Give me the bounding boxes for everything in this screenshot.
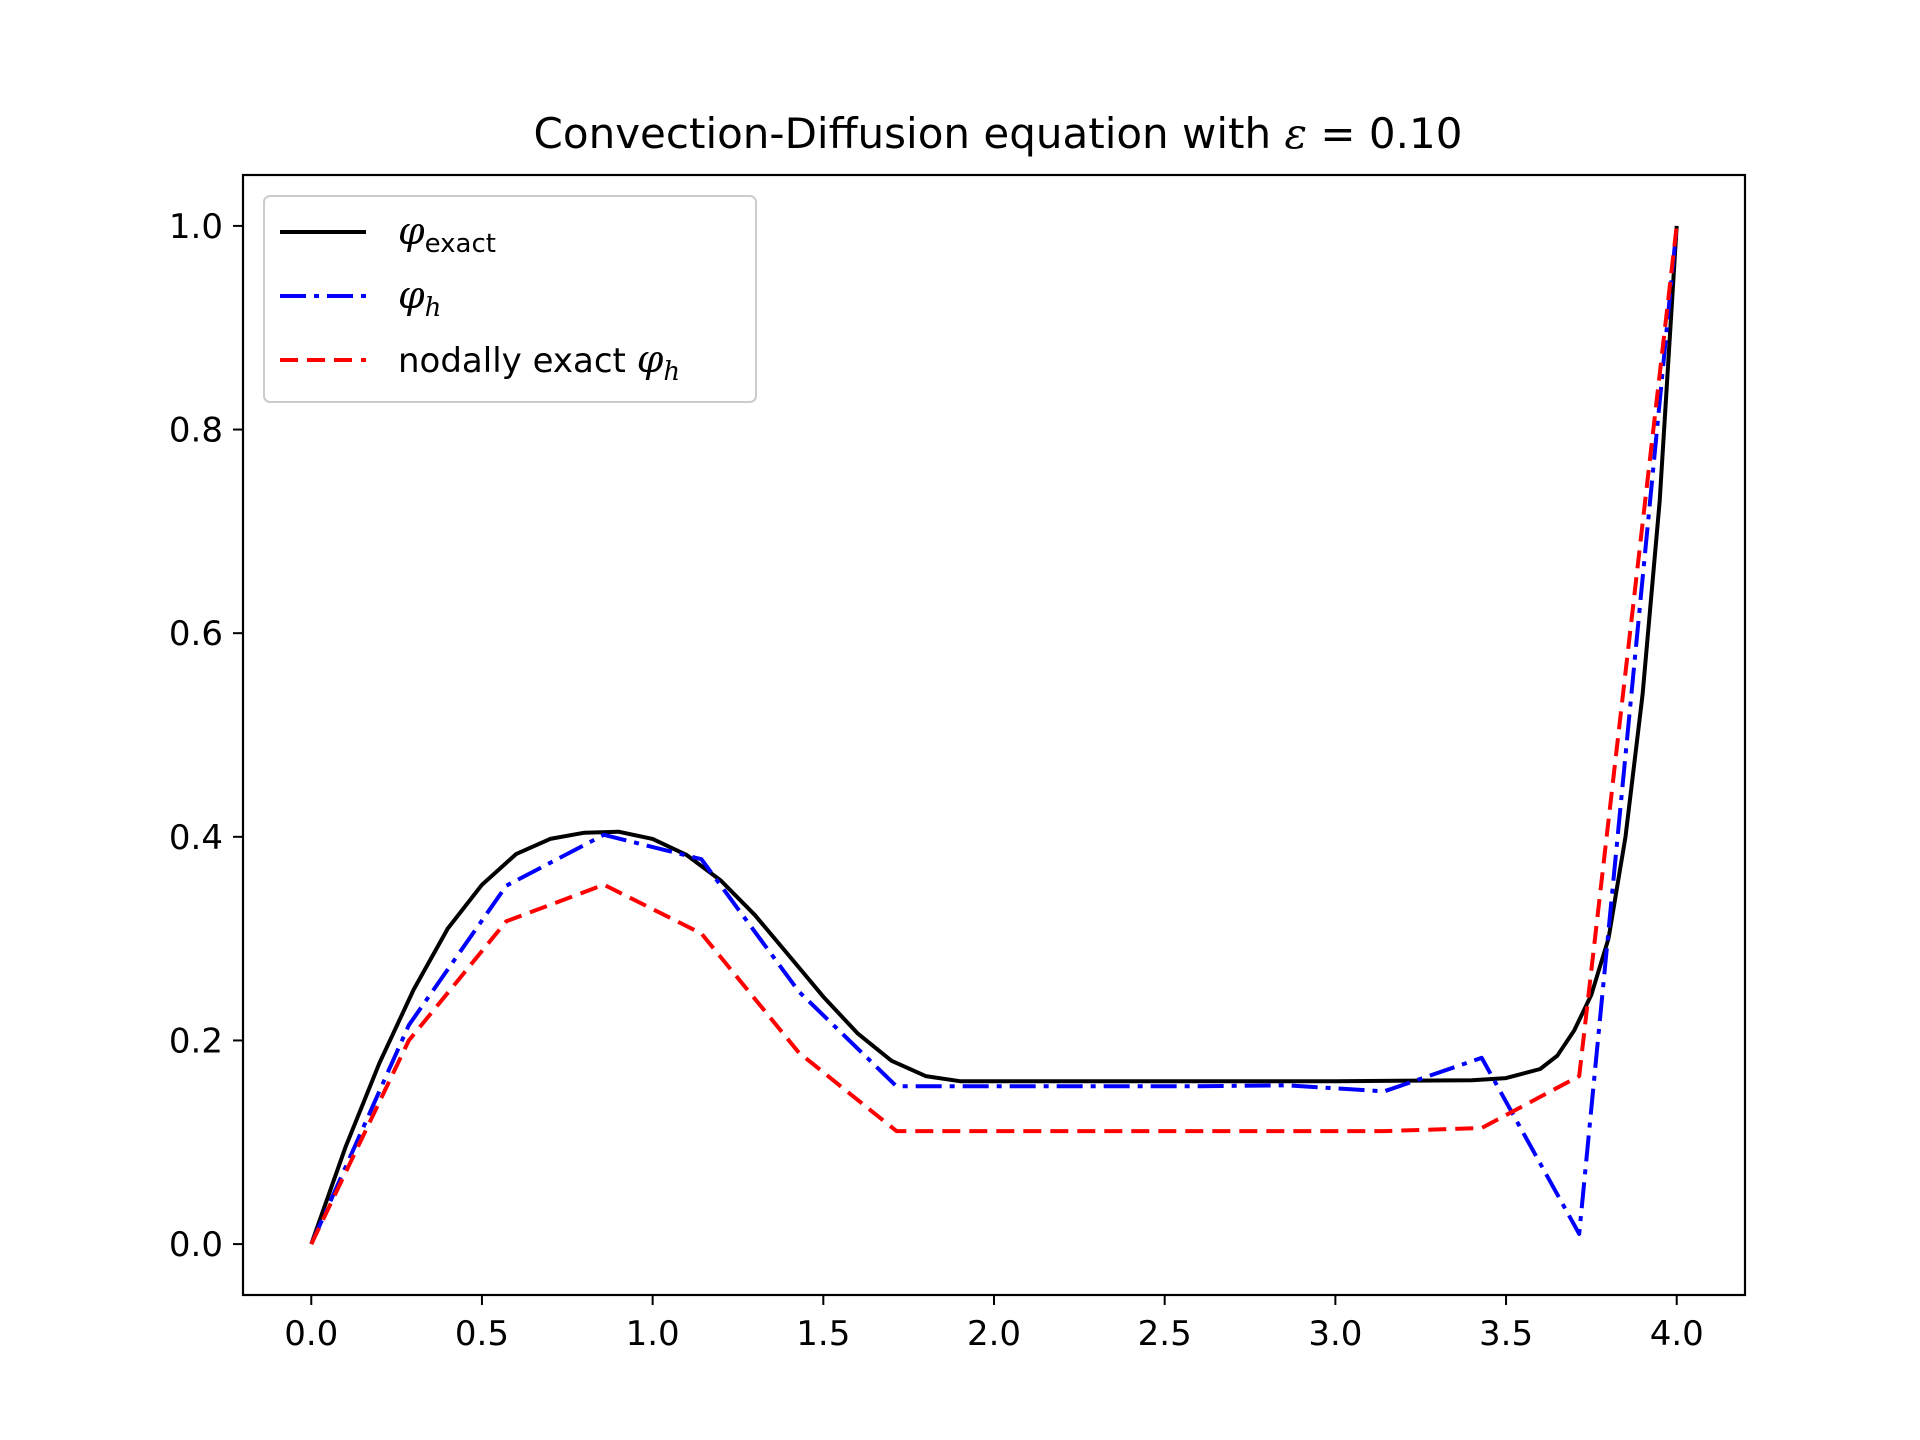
legend-box <box>263 195 757 403</box>
x-tick-label: 2.5 <box>1138 1314 1192 1354</box>
y-tick-label: 0.8 <box>169 411 223 451</box>
legend: φexact φh nodally exact φh <box>263 195 757 403</box>
y-tick-label: 0.2 <box>169 1021 223 1061</box>
x-tick-label: 1.5 <box>796 1314 850 1354</box>
legend-label-1: φh <box>398 273 441 323</box>
x-tick-label: 0.5 <box>455 1314 509 1354</box>
axis-ticks: 0.0 0.5 1.0 1.5 2.0 2.5 3.0 3.5 4.0 0.0 0.2 0.4 0.6 0… <box>169 207 1704 1354</box>
legend-label-2: nodally exact φh <box>398 337 680 387</box>
x-tick-label: 3.0 <box>1308 1314 1362 1354</box>
series-line-0 <box>309 225 1679 1245</box>
series-layer <box>309 225 1679 1245</box>
x-tick-label: 3.5 <box>1479 1314 1533 1354</box>
legend-label-0: φexact <box>398 209 496 259</box>
y-tick-label: 0.0 <box>169 1225 223 1265</box>
y-tick-label: 1.0 <box>169 207 223 247</box>
x-tick-label: 4.0 <box>1650 1314 1704 1354</box>
chart-title: Convection-Diffusion equation with ε = 0… <box>534 109 1463 158</box>
series-line-1 <box>309 225 1679 1245</box>
y-tick-label: 0.4 <box>169 818 223 858</box>
y-tick-label: 0.6 <box>169 614 223 654</box>
x-tick-label: 0.0 <box>284 1314 338 1354</box>
x-tick-label: 1.0 <box>626 1314 680 1354</box>
series-line-2 <box>309 225 1679 1245</box>
x-tick-label: 2.0 <box>967 1314 1021 1354</box>
